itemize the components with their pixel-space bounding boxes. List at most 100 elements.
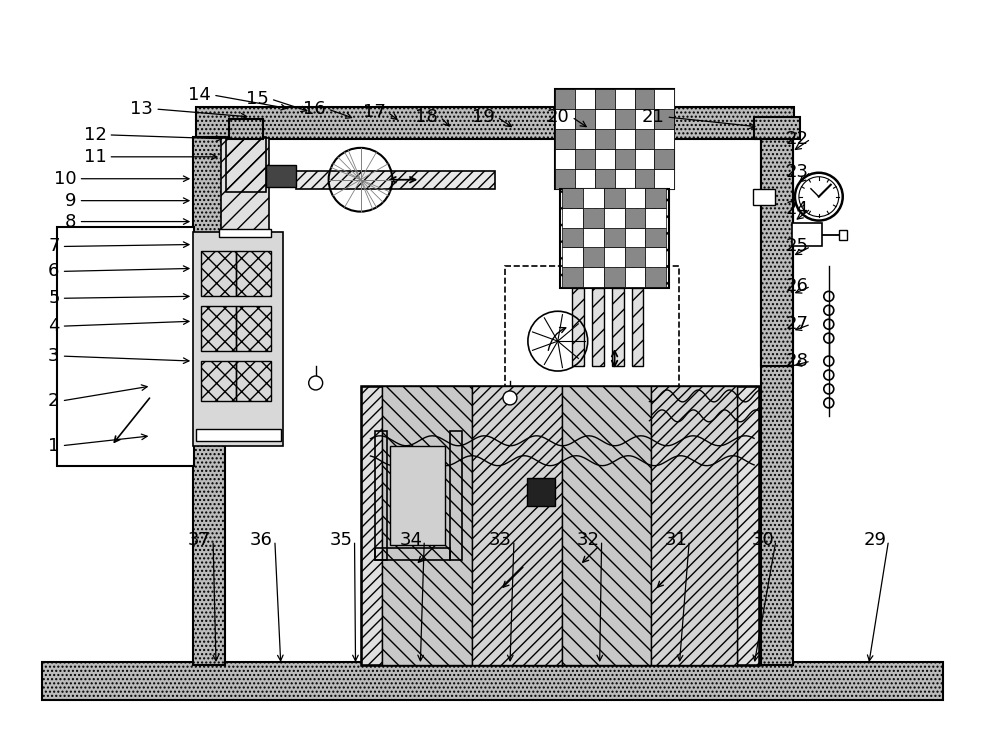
Bar bbox=[226, 137, 266, 192]
Bar bbox=[236, 306, 271, 351]
Bar bbox=[201, 361, 236, 401]
Bar bbox=[562, 247, 583, 268]
Circle shape bbox=[503, 391, 517, 405]
Bar bbox=[555, 109, 575, 129]
Bar bbox=[753, 189, 775, 205]
Bar bbox=[592, 288, 604, 366]
Text: 12: 12 bbox=[84, 126, 106, 144]
Bar bbox=[645, 208, 666, 228]
Bar bbox=[575, 149, 595, 169]
Bar bbox=[562, 208, 583, 228]
Bar bbox=[555, 89, 575, 109]
Text: 9: 9 bbox=[65, 192, 77, 209]
Bar bbox=[792, 222, 822, 246]
Text: 34: 34 bbox=[399, 531, 422, 550]
Bar bbox=[604, 187, 625, 208]
Bar bbox=[57, 227, 194, 466]
Bar bbox=[193, 137, 225, 665]
Bar bbox=[196, 107, 794, 139]
Text: 24: 24 bbox=[786, 200, 809, 218]
Text: 6: 6 bbox=[48, 262, 60, 280]
Text: 22: 22 bbox=[786, 130, 809, 148]
Text: 7: 7 bbox=[48, 237, 60, 256]
Bar bbox=[604, 208, 625, 228]
Bar bbox=[595, 169, 615, 189]
Bar bbox=[635, 109, 654, 129]
Bar bbox=[505, 266, 679, 401]
Bar bbox=[615, 129, 635, 149]
Bar bbox=[635, 169, 654, 189]
Bar bbox=[201, 306, 236, 351]
Text: 18: 18 bbox=[415, 108, 438, 126]
Text: 1: 1 bbox=[48, 437, 60, 455]
Bar bbox=[219, 228, 271, 237]
Text: 35: 35 bbox=[330, 531, 353, 550]
Text: 14: 14 bbox=[188, 86, 211, 104]
Text: 32: 32 bbox=[577, 531, 600, 550]
Bar bbox=[390, 446, 445, 545]
Bar bbox=[236, 252, 271, 296]
Bar bbox=[583, 268, 604, 287]
Bar bbox=[612, 288, 624, 366]
Bar bbox=[761, 137, 793, 366]
Text: 13: 13 bbox=[130, 100, 153, 118]
Bar bbox=[595, 149, 615, 169]
Text: 28: 28 bbox=[786, 352, 809, 370]
Bar bbox=[737, 386, 759, 665]
Bar bbox=[555, 129, 575, 149]
Bar bbox=[645, 247, 666, 268]
Bar bbox=[375, 431, 387, 560]
Text: 10: 10 bbox=[54, 170, 77, 187]
Text: 26: 26 bbox=[786, 277, 809, 296]
Bar bbox=[555, 89, 674, 189]
Bar bbox=[625, 208, 645, 228]
Bar bbox=[575, 89, 595, 109]
Bar bbox=[651, 386, 737, 665]
Bar bbox=[583, 208, 604, 228]
Text: 30: 30 bbox=[751, 531, 774, 550]
Text: 23: 23 bbox=[786, 163, 809, 181]
Bar bbox=[193, 231, 283, 446]
Bar bbox=[42, 662, 943, 700]
Bar bbox=[562, 268, 583, 287]
Bar bbox=[754, 117, 800, 139]
Bar bbox=[296, 171, 495, 189]
Bar bbox=[654, 89, 674, 109]
Bar bbox=[472, 386, 562, 665]
Bar bbox=[382, 386, 472, 665]
Text: 2: 2 bbox=[48, 392, 60, 410]
Bar bbox=[632, 288, 643, 366]
Bar bbox=[562, 187, 583, 208]
Bar bbox=[645, 187, 666, 208]
Bar bbox=[361, 386, 759, 665]
Text: 31: 31 bbox=[664, 531, 687, 550]
Text: 36: 36 bbox=[250, 531, 273, 550]
Bar bbox=[555, 149, 575, 169]
Text: 11: 11 bbox=[84, 148, 106, 166]
Bar bbox=[654, 129, 674, 149]
Bar bbox=[562, 386, 651, 665]
Bar bbox=[615, 149, 635, 169]
Bar bbox=[595, 109, 615, 129]
Bar bbox=[555, 169, 575, 189]
Text: 8: 8 bbox=[65, 212, 77, 231]
Bar bbox=[635, 129, 654, 149]
Bar bbox=[654, 169, 674, 189]
Bar bbox=[361, 386, 382, 665]
Bar bbox=[595, 89, 615, 109]
Circle shape bbox=[309, 376, 323, 390]
Text: 27: 27 bbox=[786, 315, 809, 333]
Text: 16: 16 bbox=[303, 100, 326, 118]
Bar bbox=[229, 119, 263, 139]
Bar bbox=[450, 431, 462, 560]
Text: 20: 20 bbox=[547, 108, 570, 126]
Bar bbox=[625, 268, 645, 287]
Text: 29: 29 bbox=[864, 531, 887, 550]
Bar bbox=[575, 169, 595, 189]
Bar bbox=[583, 187, 604, 208]
Bar bbox=[604, 228, 625, 247]
Bar bbox=[645, 228, 666, 247]
Bar bbox=[196, 429, 281, 441]
Text: 17: 17 bbox=[363, 103, 385, 121]
Text: 33: 33 bbox=[489, 531, 512, 550]
